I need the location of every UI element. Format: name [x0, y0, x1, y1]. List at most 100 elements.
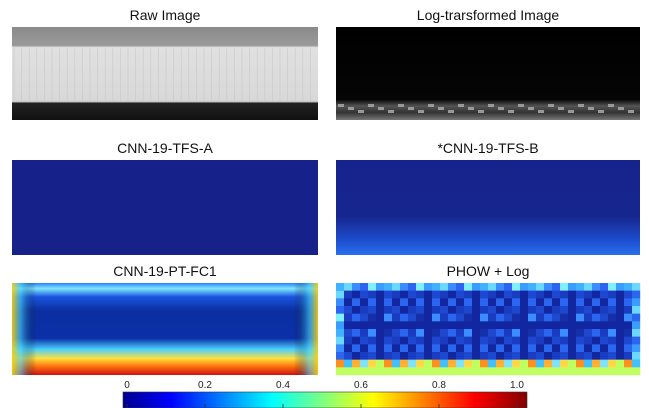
phow-cell — [544, 283, 552, 291]
phow-cell — [432, 283, 440, 291]
phow-cell — [520, 360, 528, 368]
phow-cell — [560, 314, 568, 322]
phow-cell — [576, 306, 584, 314]
phow-cell — [624, 367, 632, 375]
phow-cell — [424, 314, 432, 322]
phow-cell — [344, 352, 352, 360]
phow-cell — [360, 329, 368, 337]
log-texture — [458, 104, 464, 107]
phow-cell — [360, 314, 368, 322]
phow-cell — [368, 306, 376, 314]
phow-cell — [352, 352, 360, 360]
phow-cell — [480, 360, 488, 368]
phow-cell — [448, 321, 456, 329]
phow-cell — [616, 337, 624, 345]
phow-cell — [344, 337, 352, 345]
phow-cell — [384, 367, 392, 375]
phow-cell — [504, 367, 512, 375]
phow-cell — [528, 344, 536, 352]
phow-cell — [472, 291, 480, 299]
phow-cell — [480, 321, 488, 329]
phow-cell — [496, 360, 504, 368]
phow-cell — [424, 337, 432, 345]
phow-cell — [568, 298, 576, 306]
phow-cell — [608, 367, 616, 375]
phow-cell — [632, 337, 640, 345]
phow-cell — [584, 337, 592, 345]
phow-cell — [392, 337, 400, 345]
phow-cell — [408, 321, 416, 329]
phow-cell — [624, 283, 632, 291]
phow-cell — [608, 321, 616, 329]
phow-cell — [352, 367, 360, 375]
phow-cell — [632, 306, 640, 314]
phow-cell — [488, 291, 496, 299]
phow-cell — [536, 360, 544, 368]
log-texture — [398, 104, 404, 107]
phow-cell — [600, 283, 608, 291]
phow-cell — [448, 344, 456, 352]
phow-cell — [456, 367, 464, 375]
phow-cell — [392, 329, 400, 337]
phow-cell — [376, 306, 384, 314]
phow-cell — [536, 321, 544, 329]
phow-cell — [520, 329, 528, 337]
phow-cell — [552, 360, 560, 368]
phow-cell — [408, 291, 416, 299]
phow-cell — [488, 283, 496, 291]
phow-cell — [424, 352, 432, 360]
phow-cell — [400, 298, 408, 306]
phow-cell — [592, 352, 600, 360]
phow-cell — [568, 314, 576, 322]
phow-cell — [392, 314, 400, 322]
phow-cell — [440, 367, 448, 375]
phow-cell — [512, 352, 520, 360]
phow-cell — [480, 337, 488, 345]
phow-cell — [440, 298, 448, 306]
phow-cell — [600, 344, 608, 352]
phow-cell — [400, 306, 408, 314]
phow-cell — [408, 367, 416, 375]
phow-cell — [584, 344, 592, 352]
phow-cell — [552, 337, 560, 345]
phow-cell — [592, 329, 600, 337]
phow-cell — [528, 283, 536, 291]
log-texture — [518, 104, 524, 107]
tfs-b-map — [336, 160, 640, 255]
phow-cell — [416, 344, 424, 352]
phow-cell — [400, 344, 408, 352]
phow-cell — [400, 291, 408, 299]
phow-cell — [576, 337, 584, 345]
phow-cell — [520, 352, 528, 360]
phow-cell — [344, 314, 352, 322]
phow-cell — [600, 367, 608, 375]
phow-cell — [464, 360, 472, 368]
phow-cell — [368, 329, 376, 337]
phow-cell — [536, 306, 544, 314]
phow-cell — [560, 306, 568, 314]
phow-cell — [368, 360, 376, 368]
phow-cell — [624, 298, 632, 306]
phow-cell — [408, 298, 416, 306]
phow-cell — [528, 306, 536, 314]
phow-cell — [424, 329, 432, 337]
phow-cell — [376, 367, 384, 375]
phow-cell — [360, 291, 368, 299]
phow-cell — [624, 344, 632, 352]
phow-cell — [344, 367, 352, 375]
phow-cell — [480, 352, 488, 360]
phow-cell — [552, 352, 560, 360]
phow-cell — [400, 329, 408, 337]
phow-cell — [424, 283, 432, 291]
phow-cell — [488, 314, 496, 322]
phow-cell — [480, 367, 488, 375]
phow-cell — [560, 329, 568, 337]
phow-cell — [440, 360, 448, 368]
phow-cell — [544, 321, 552, 329]
phow-cell — [512, 344, 520, 352]
phow-cell — [632, 329, 640, 337]
phow-cell — [600, 329, 608, 337]
phow-cell — [496, 337, 504, 345]
phow-cell — [384, 291, 392, 299]
phow-cell — [616, 306, 624, 314]
